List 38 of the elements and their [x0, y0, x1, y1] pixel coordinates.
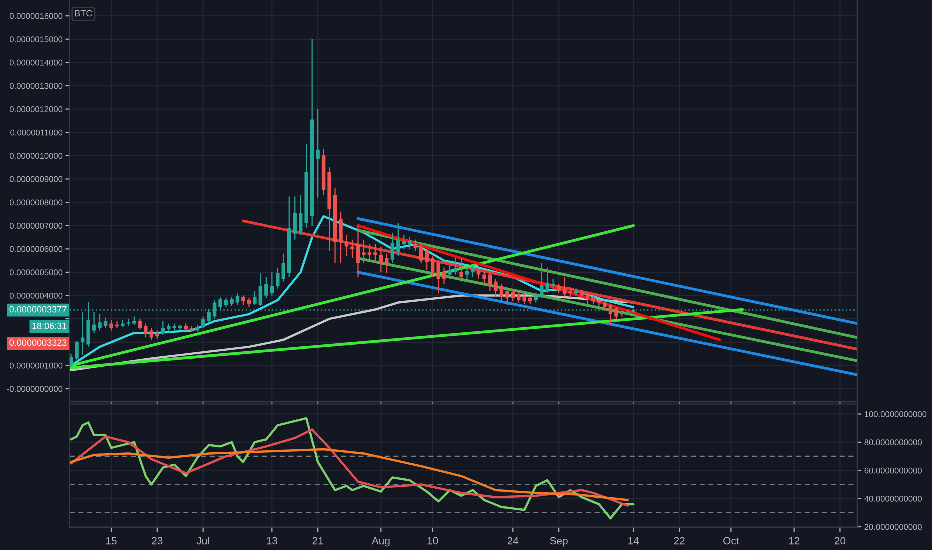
x-tick-label: 23	[152, 537, 163, 545]
y-tick-label: 0.0000011000	[10, 130, 63, 136]
y-tick-label: 0.0000007000	[10, 223, 63, 229]
y-tick-label: 0.0000013000	[10, 83, 63, 90]
y-tick-label: 0.0000010000	[10, 153, 63, 160]
text: 18:06:31	[32, 322, 67, 330]
annotation: BTC	[75, 10, 92, 17]
y-tick-label: 40.0000000000	[864, 496, 922, 502]
x-tick-label: 13	[267, 537, 278, 545]
x-tick-label: 14	[628, 537, 640, 545]
y-tick-label: 0.0000008000	[10, 200, 63, 206]
y-tick-label: 20.0000000000	[864, 524, 922, 530]
x-tick-label: Jul	[196, 537, 210, 545]
y-tick-label: 0.0000014000	[10, 60, 63, 66]
x-tick-label: 10	[428, 537, 438, 545]
x-tick-label: Oct	[724, 537, 740, 545]
x-tick-label: Aug	[372, 537, 390, 547]
y-tick-label: 0.0000016000	[10, 13, 63, 20]
y-tick-label: 0.0000012000	[10, 106, 63, 112]
y-tick-label: 0.0000005000	[10, 270, 63, 276]
ref-line-label: 0.0000003377	[10, 306, 67, 313]
x-tick-label: 22	[674, 537, 685, 545]
y-tick-label: 60.0000000000	[864, 468, 922, 474]
y-tick-label: 100.0000000000	[865, 411, 927, 418]
x-tick-label: 20	[834, 537, 846, 545]
x-tick-label: Sep	[550, 537, 568, 547]
y-tick-label: 0.0000009000	[10, 176, 63, 182]
x-tick-label: 21	[312, 537, 324, 545]
x-tick-label: 15	[106, 537, 117, 545]
y-tick-label: 0.0000004000	[10, 292, 63, 299]
x-tick-label: 24	[508, 537, 519, 545]
x-tick-label: 12	[789, 537, 800, 545]
text: 0.0000003323	[10, 340, 67, 346]
y-tick-label: 0.0000001000	[10, 362, 63, 369]
y-tick-label: 0.0000006000	[10, 246, 63, 252]
y-tick-label: 0.0000015000	[10, 36, 63, 42]
y-tick-label: -0.0000000000	[7, 386, 63, 392]
y-tick-label: 80.0000000000	[864, 440, 922, 446]
